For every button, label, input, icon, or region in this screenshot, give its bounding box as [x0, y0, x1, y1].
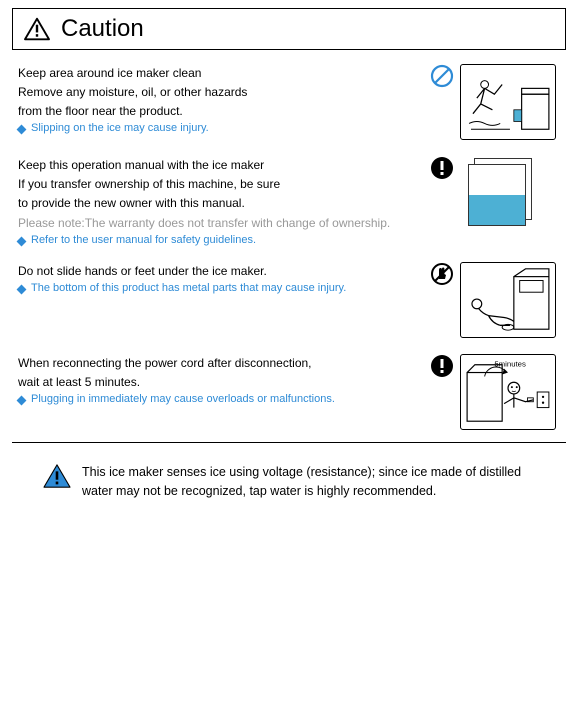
text-line: Keep this operation manual with the ice … — [18, 156, 416, 174]
illus-col — [430, 262, 560, 338]
footer-note: This ice maker senses ice using voltage … — [0, 449, 578, 509]
section-clean-text: Keep area around ice maker clean Remove … — [18, 64, 422, 140]
no-hand-icon — [430, 262, 454, 286]
section-hands-text: Do not slide hands or feet under the ice… — [18, 262, 422, 338]
section-power: When reconnecting the power cord after d… — [0, 344, 578, 436]
blue-note: Plugging in immediately may cause overlo… — [18, 393, 416, 405]
diamond-bullet-icon — [17, 237, 27, 247]
section-clean: Keep area around ice maker clean Remove … — [0, 54, 578, 146]
text-line: from the floor near the product. — [18, 102, 416, 120]
illus-col — [430, 64, 560, 140]
notice-icon — [430, 354, 454, 378]
illustration-manual — [460, 156, 542, 228]
section-manual: Keep this operation manual with the ice … — [0, 146, 578, 252]
blue-note: The bottom of this product has metal par… — [18, 282, 416, 294]
info-triangle-icon — [42, 463, 72, 489]
diamond-bullet-icon — [17, 396, 27, 406]
illustration-reach — [460, 262, 556, 338]
text-line: If you transfer ownership of this machin… — [18, 175, 416, 193]
caution-header: Caution — [12, 8, 566, 50]
section-manual-text: Keep this operation manual with the ice … — [18, 156, 422, 246]
section-hands: Do not slide hands or feet under the ice… — [0, 252, 578, 344]
warning-triangle-icon — [23, 17, 51, 41]
diamond-bullet-icon — [17, 285, 27, 295]
diamond-bullet-icon — [17, 125, 27, 135]
footer-text: This ice maker senses ice using voltage … — [82, 463, 546, 501]
text-line: When reconnecting the power cord after d… — [18, 354, 416, 372]
text-line: Do not slide hands or feet under the ice… — [18, 262, 416, 280]
text-line: Remove any moisture, oil, or other hazar… — [18, 83, 416, 101]
illus-col — [430, 156, 560, 246]
text-line: Keep area around ice maker clean — [18, 64, 416, 82]
illustration-wait: 5minutes — [460, 354, 556, 430]
notice-icon — [430, 156, 454, 180]
prohibit-icon — [430, 64, 454, 88]
separator — [12, 442, 566, 443]
blue-note: Slipping on the ice may cause injury. — [18, 122, 416, 134]
illus-col: 5minutes — [430, 354, 560, 430]
text-line: wait at least 5 minutes. — [18, 373, 416, 391]
section-power-text: When reconnecting the power cord after d… — [18, 354, 422, 430]
text-line: to provide the new owner with this manua… — [18, 194, 416, 212]
illustration-slip — [460, 64, 556, 140]
header-title: Caution — [61, 15, 144, 43]
gray-note: Please note:The warranty does not transf… — [18, 214, 416, 232]
blue-note: Refer to the user manual for safety guid… — [18, 234, 416, 246]
